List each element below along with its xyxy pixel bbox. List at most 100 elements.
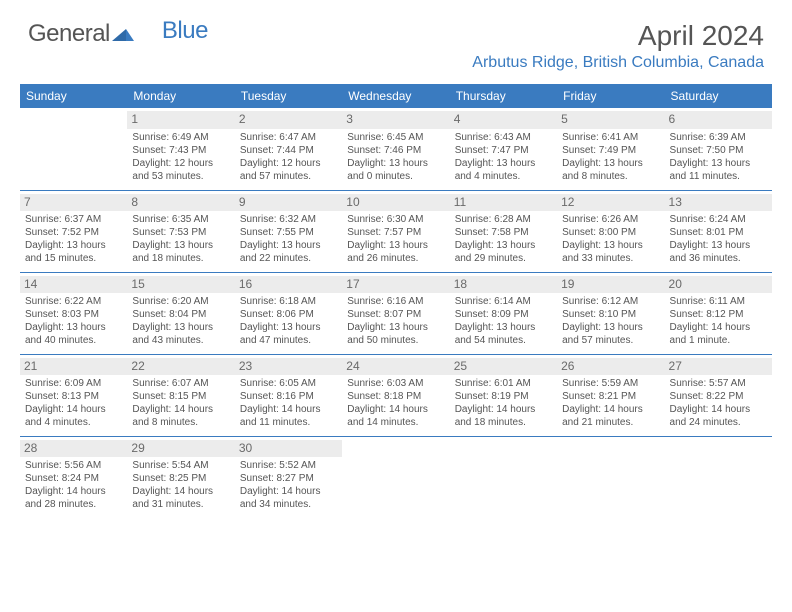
sunrise-text: Sunrise: 6:16 AM xyxy=(347,295,444,308)
daylight2-text: and 22 minutes. xyxy=(240,252,337,265)
sunrise-text: Sunrise: 6:24 AM xyxy=(670,213,767,226)
sunset-text: Sunset: 8:07 PM xyxy=(347,308,444,321)
sunset-text: Sunset: 8:00 PM xyxy=(562,226,659,239)
daylight1-text: Daylight: 13 hours xyxy=(347,157,444,170)
calendar-cell: 6 Sunrise: 6:39 AMSunset: 7:50 PMDaylight… xyxy=(665,108,772,190)
daylight1-text: Daylight: 14 hours xyxy=(670,321,767,334)
calendar-cell: 12Sunrise: 6:26 AMSunset: 8:00 PMDayligh… xyxy=(557,190,664,272)
daylight2-text: and 31 minutes. xyxy=(132,498,229,511)
daylight2-text: and 0 minutes. xyxy=(347,170,444,183)
sunset-text: Sunset: 8:13 PM xyxy=(25,390,122,403)
daylight2-text: and 24 minutes. xyxy=(670,416,767,429)
sunrise-text: Sunrise: 6:07 AM xyxy=(132,377,229,390)
daylight1-text: Daylight: 13 hours xyxy=(240,321,337,334)
daylight1-text: Daylight: 13 hours xyxy=(562,239,659,252)
daylight1-text: Daylight: 14 hours xyxy=(455,403,552,416)
daylight1-text: Daylight: 12 hours xyxy=(132,157,229,170)
sunset-text: Sunset: 8:12 PM xyxy=(670,308,767,321)
sunset-text: Sunset: 8:27 PM xyxy=(240,472,337,485)
sunset-text: Sunset: 8:10 PM xyxy=(562,308,659,321)
day-number: 6 xyxy=(665,111,772,129)
calendar-cell: 28Sunrise: 5:56 AMSunset: 8:24 PMDayligh… xyxy=(20,436,127,518)
sunset-text: Sunset: 7:43 PM xyxy=(132,144,229,157)
sunrise-text: Sunrise: 6:03 AM xyxy=(347,377,444,390)
sunset-text: Sunset: 8:09 PM xyxy=(455,308,552,321)
calendar-cell: 10Sunrise: 6:30 AMSunset: 7:57 PMDayligh… xyxy=(342,190,449,272)
day-number: 26 xyxy=(557,358,664,376)
sunrise-text: Sunrise: 6:11 AM xyxy=(670,295,767,308)
daylight1-text: Daylight: 14 hours xyxy=(25,485,122,498)
calendar-cell: 29Sunrise: 5:54 AMSunset: 8:25 PMDayligh… xyxy=(127,436,234,518)
sunrise-text: Sunrise: 6:41 AM xyxy=(562,131,659,144)
sunrise-text: Sunrise: 6:49 AM xyxy=(132,131,229,144)
sunrise-text: Sunrise: 5:59 AM xyxy=(562,377,659,390)
sunset-text: Sunset: 8:24 PM xyxy=(25,472,122,485)
daylight1-text: Daylight: 13 hours xyxy=(670,157,767,170)
sunrise-text: Sunrise: 6:39 AM xyxy=(670,131,767,144)
daylight1-text: Daylight: 12 hours xyxy=(240,157,337,170)
day-number: 1 xyxy=(127,111,234,129)
day-number: 19 xyxy=(557,276,664,294)
header-thursday: Thursday xyxy=(450,84,557,108)
sunrise-text: Sunrise: 6:32 AM xyxy=(240,213,337,226)
daylight2-text: and 47 minutes. xyxy=(240,334,337,347)
daylight2-text: and 15 minutes. xyxy=(25,252,122,265)
calendar-cell: 8Sunrise: 6:35 AMSunset: 7:53 PMDaylight… xyxy=(127,190,234,272)
calendar-cell: 17Sunrise: 6:16 AMSunset: 8:07 PMDayligh… xyxy=(342,272,449,354)
sunset-text: Sunset: 8:03 PM xyxy=(25,308,122,321)
day-number: 10 xyxy=(342,194,449,212)
sunrise-text: Sunrise: 6:37 AM xyxy=(25,213,122,226)
calendar-cell: 20Sunrise: 6:11 AMSunset: 8:12 PMDayligh… xyxy=(665,272,772,354)
daylight2-text: and 53 minutes. xyxy=(132,170,229,183)
day-number: 5 xyxy=(557,111,664,129)
day-number: 27 xyxy=(665,358,772,376)
daylight1-text: Daylight: 13 hours xyxy=(240,239,337,252)
sunrise-text: Sunrise: 6:35 AM xyxy=(132,213,229,226)
sunset-text: Sunset: 7:44 PM xyxy=(240,144,337,157)
day-number: 13 xyxy=(665,194,772,212)
calendar-cell: 4Sunrise: 6:43 AMSunset: 7:47 PMDaylight… xyxy=(450,108,557,190)
sunset-text: Sunset: 7:50 PM xyxy=(670,144,767,157)
daylight2-text: and 34 minutes. xyxy=(240,498,337,511)
daylight1-text: Daylight: 13 hours xyxy=(25,239,122,252)
logo: General Blue xyxy=(28,20,208,48)
header-wednesday: Wednesday xyxy=(342,84,449,108)
day-number: 30 xyxy=(235,440,342,458)
calendar-cell: 13Sunrise: 6:24 AMSunset: 8:01 PMDayligh… xyxy=(665,190,772,272)
sunset-text: Sunset: 7:58 PM xyxy=(455,226,552,239)
calendar-row: 28Sunrise: 5:56 AMSunset: 8:24 PMDayligh… xyxy=(20,436,772,518)
day-number: 24 xyxy=(342,358,449,376)
daylight1-text: Daylight: 13 hours xyxy=(562,157,659,170)
daylight2-text: and 26 minutes. xyxy=(347,252,444,265)
daylight2-text: and 50 minutes. xyxy=(347,334,444,347)
calendar-body: 1Sunrise: 6:49 AMSunset: 7:43 PMDaylight… xyxy=(20,108,772,518)
sunset-text: Sunset: 8:15 PM xyxy=(132,390,229,403)
sunset-text: Sunset: 8:21 PM xyxy=(562,390,659,403)
sunrise-text: Sunrise: 6:22 AM xyxy=(25,295,122,308)
sunrise-text: Sunrise: 6:09 AM xyxy=(25,377,122,390)
calendar-cell: 27Sunrise: 5:57 AMSunset: 8:22 PMDayligh… xyxy=(665,354,772,436)
daylight2-text: and 36 minutes. xyxy=(670,252,767,265)
calendar-cell: 2Sunrise: 6:47 AMSunset: 7:44 PMDaylight… xyxy=(235,108,342,190)
sunset-text: Sunset: 7:52 PM xyxy=(25,226,122,239)
sunset-text: Sunset: 8:01 PM xyxy=(670,226,767,239)
daylight2-text: and 54 minutes. xyxy=(455,334,552,347)
sunrise-text: Sunrise: 6:05 AM xyxy=(240,377,337,390)
daylight2-text: and 1 minute. xyxy=(670,334,767,347)
sunrise-text: Sunrise: 5:57 AM xyxy=(670,377,767,390)
daylight1-text: Daylight: 13 hours xyxy=(455,239,552,252)
sunrise-text: Sunrise: 5:52 AM xyxy=(240,459,337,472)
day-number: 25 xyxy=(450,358,557,376)
day-number: 20 xyxy=(665,276,772,294)
daylight1-text: Daylight: 14 hours xyxy=(25,403,122,416)
daylight2-text: and 18 minutes. xyxy=(455,416,552,429)
calendar-row: 14Sunrise: 6:22 AMSunset: 8:03 PMDayligh… xyxy=(20,272,772,354)
calendar-cell xyxy=(20,108,127,190)
calendar-cell: 7Sunrise: 6:37 AMSunset: 7:52 PMDaylight… xyxy=(20,190,127,272)
sunrise-text: Sunrise: 6:26 AM xyxy=(562,213,659,226)
calendar-cell: 21Sunrise: 6:09 AMSunset: 8:13 PMDayligh… xyxy=(20,354,127,436)
calendar-cell xyxy=(665,436,772,518)
daylight1-text: Daylight: 13 hours xyxy=(562,321,659,334)
header-tuesday: Tuesday xyxy=(235,84,342,108)
daylight2-text: and 28 minutes. xyxy=(25,498,122,511)
